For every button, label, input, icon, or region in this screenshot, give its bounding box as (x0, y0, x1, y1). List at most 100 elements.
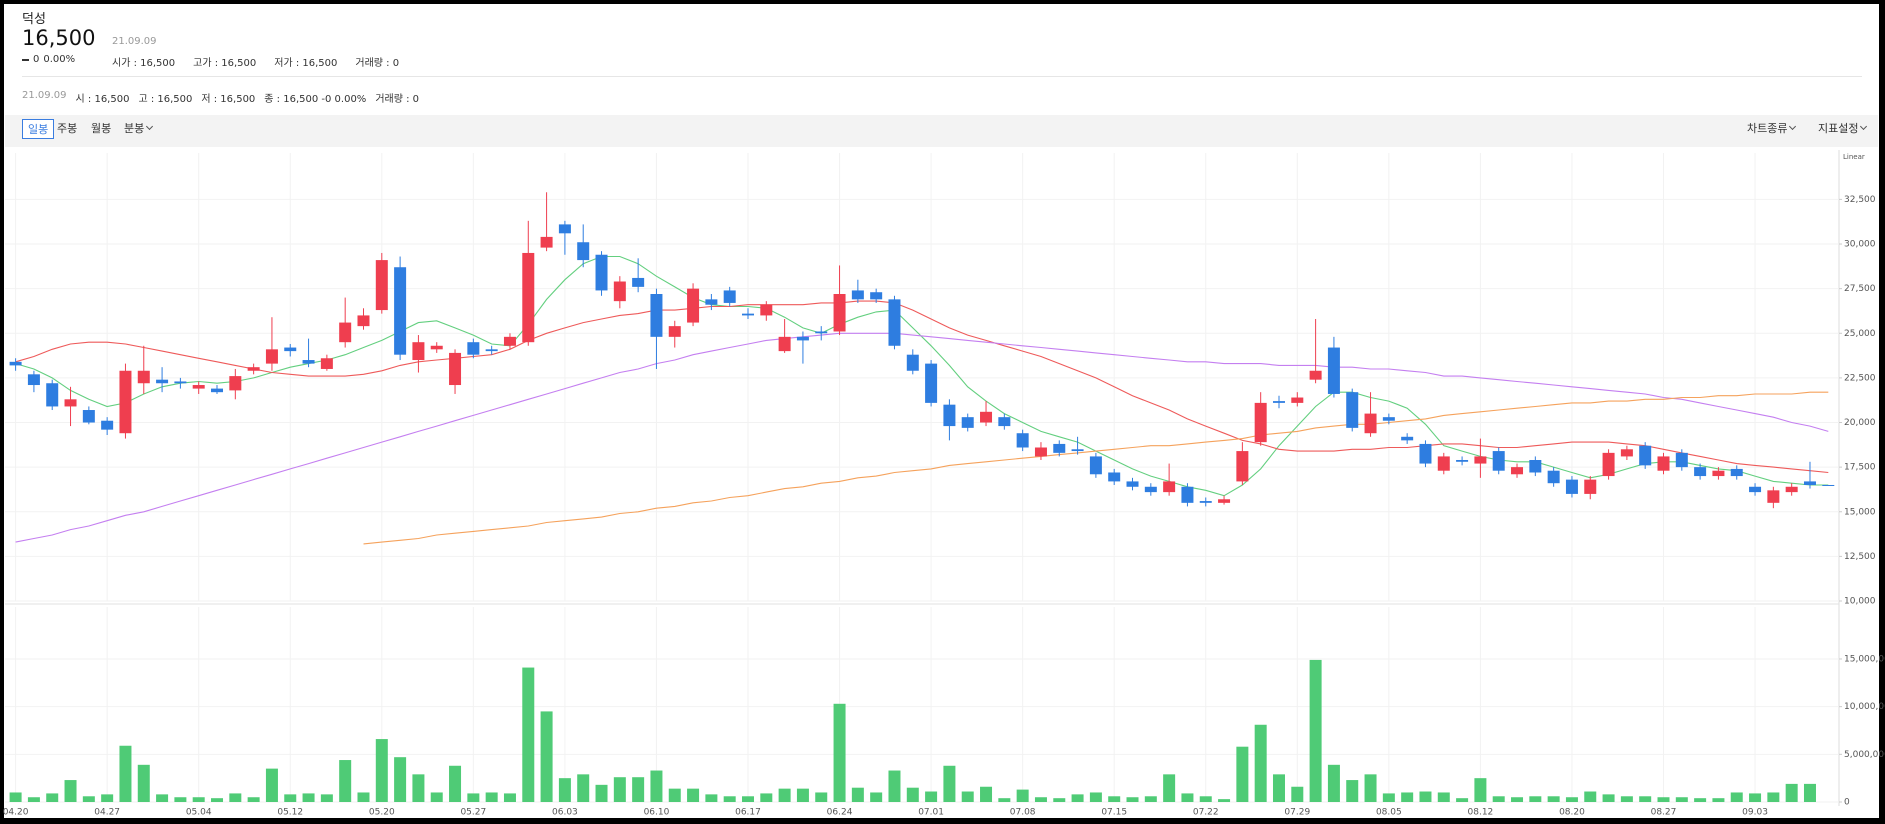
volume-bar (1291, 786, 1304, 802)
volume-bar (1401, 792, 1414, 802)
y-tick-label: 15,000 (1844, 507, 1876, 517)
option-menu[interactable]: 지표설정 (1813, 119, 1871, 139)
candle-body (540, 236, 553, 248)
volume-bar (1053, 798, 1066, 802)
volume-bar (1657, 797, 1670, 802)
volume-bar (174, 797, 187, 802)
y-tick-label: 22,500 (1844, 373, 1876, 383)
candle-body (9, 361, 22, 366)
volume-bar (412, 774, 425, 802)
candle-body (925, 363, 938, 403)
info-bar: 21.09.09 시 : 16,500 고 : 16,500 저 : 16,500 종… (22, 90, 419, 105)
candle-body (961, 417, 974, 428)
x-tick-label: 08.27 (1651, 808, 1677, 818)
candle-body (1675, 452, 1688, 468)
volume-bar (522, 667, 535, 802)
volume-bar (1419, 791, 1432, 802)
candle-body (888, 299, 901, 346)
x-tick-label: 07.22 (1193, 808, 1219, 818)
candle-body (137, 370, 150, 384)
period-label: 일봉 (28, 123, 49, 136)
candle-body (394, 267, 407, 355)
candle-body (412, 342, 425, 361)
volume-bar (1346, 780, 1359, 802)
period-tab[interactable]: 일봉 (22, 119, 55, 139)
candle-body (1639, 445, 1652, 466)
candle-body (1419, 443, 1432, 464)
volume-bar (980, 786, 993, 802)
period-tab[interactable]: 분봉 (119, 119, 157, 139)
candle-body (1199, 501, 1212, 503)
volume-bar (64, 780, 77, 802)
candle-body (1565, 479, 1578, 494)
candle-body (339, 322, 352, 343)
volume-bar (558, 778, 571, 802)
candle-body (1291, 397, 1304, 403)
candle-body (1181, 486, 1194, 503)
volume-bar (1767, 792, 1780, 802)
volume-bar (760, 793, 773, 802)
period-tab[interactable]: 월봉 (86, 119, 116, 139)
x-tick-label: 09.03 (1742, 808, 1768, 818)
candle-body (1327, 347, 1340, 394)
candle-body (870, 292, 883, 300)
x-tick-label: 05.27 (460, 808, 486, 818)
option-menu[interactable]: 차트종류 (1742, 119, 1800, 139)
candle-body (1254, 402, 1267, 443)
x-tick-label: 06.17 (735, 808, 761, 818)
volume-bar (595, 784, 608, 802)
volume-bar (705, 794, 718, 802)
volume-bar (46, 793, 59, 802)
volume-bar (1163, 774, 1176, 802)
candle-body (1749, 486, 1762, 493)
stat: 고가 : 16,500 (193, 58, 257, 69)
flat-icon (22, 58, 29, 61)
candle-body (247, 367, 260, 371)
volume-bar (1492, 796, 1505, 802)
volume-bar (82, 796, 95, 802)
candle-body (742, 313, 754, 316)
volume-bar (1584, 791, 1597, 802)
volume-bar (485, 792, 498, 802)
stock-price: 16,500 (22, 26, 96, 50)
toolbar: 일봉 주봉 월봉 분봉 차트종류 지표설정 (5, 115, 1878, 147)
x-tick-label: 06.24 (827, 808, 853, 818)
x-tick-label: 08.20 (1559, 808, 1585, 818)
stat: 저가 : 16,500 (274, 58, 338, 69)
x-tick-label: 07.29 (1284, 808, 1310, 818)
info-item: 거래량 : 0 (375, 94, 420, 105)
volume-bar (1474, 778, 1487, 802)
candle-body (906, 354, 919, 371)
candle-body (156, 379, 169, 384)
volume-bar (870, 792, 883, 802)
candle-body (1163, 481, 1176, 493)
volume-bar (1639, 796, 1652, 802)
volume-bar (394, 757, 407, 802)
candle-body (1730, 468, 1743, 477)
volume-bar (1803, 783, 1816, 802)
candle-body (1272, 401, 1285, 403)
volume-bar (833, 703, 846, 802)
volume-bar (632, 777, 645, 802)
candle-body (1437, 456, 1450, 471)
volume-bar (1529, 796, 1542, 802)
candle-body (1346, 392, 1359, 428)
y-tick-label: 5,000,000 (1844, 750, 1885, 760)
candle-body (1016, 433, 1029, 448)
x-tick-label: 06.10 (644, 808, 670, 818)
x-tick-label: 05.04 (186, 808, 212, 818)
volume-bar (1181, 793, 1194, 802)
period-tab[interactable]: 주봉 (52, 119, 82, 139)
candle-body (449, 352, 462, 386)
volume-bar (320, 794, 333, 802)
volume-bar (1712, 798, 1725, 802)
candle-body (1364, 413, 1377, 434)
option-label: 차트종류 (1747, 122, 1788, 135)
candle-body (467, 342, 480, 355)
y-tick-label: 10,000,000 (1844, 702, 1885, 712)
volume-bar (265, 768, 278, 802)
volume-bar (375, 739, 388, 802)
volume-bar (503, 793, 516, 802)
x-tick-label: 07.01 (918, 808, 944, 818)
